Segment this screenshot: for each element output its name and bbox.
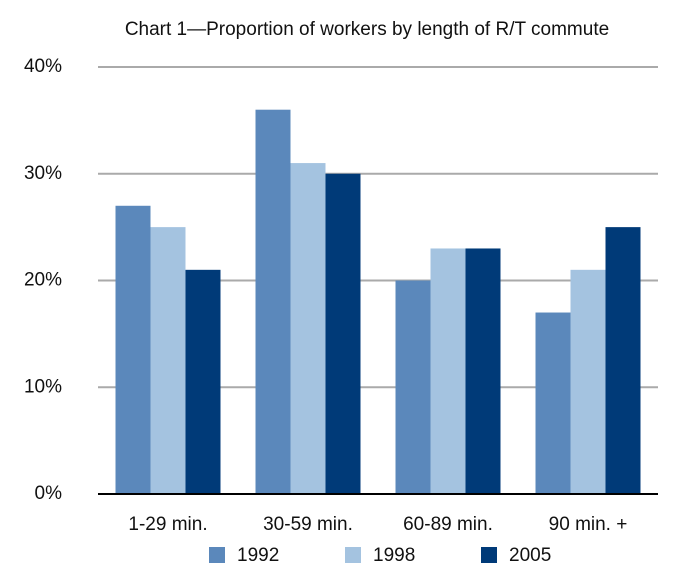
y-tick-label: 20% — [24, 270, 62, 291]
legend-label: 2005 — [509, 545, 551, 566]
bar — [535, 312, 571, 494]
chart-title: Chart 1—Proportion of workers by length … — [125, 19, 609, 40]
bar — [325, 173, 361, 494]
x-tick-label: 60-89 min. — [403, 514, 493, 535]
bar — [290, 163, 326, 494]
legend-swatch — [345, 547, 361, 563]
bar — [115, 205, 151, 494]
legend-swatch — [209, 547, 225, 563]
y-tick-label: 30% — [24, 163, 62, 184]
bar — [185, 269, 221, 494]
bar — [150, 227, 186, 494]
x-tick-label: 30-59 min. — [263, 514, 353, 535]
bar — [430, 248, 466, 494]
bar — [395, 280, 431, 494]
y-tick-label: 0% — [35, 483, 63, 504]
y-tick-label: 40% — [24, 56, 62, 77]
x-tick-label: 1-29 min. — [128, 514, 207, 535]
legend-label: 1998 — [373, 545, 415, 566]
legend-swatch — [481, 547, 497, 563]
y-tick-label: 10% — [24, 376, 62, 397]
legend-label: 1992 — [237, 545, 279, 566]
bar — [465, 248, 501, 494]
bar — [605, 227, 641, 494]
x-tick-label: 90 min. + — [549, 514, 628, 535]
bar — [255, 109, 291, 494]
bar — [570, 269, 606, 494]
